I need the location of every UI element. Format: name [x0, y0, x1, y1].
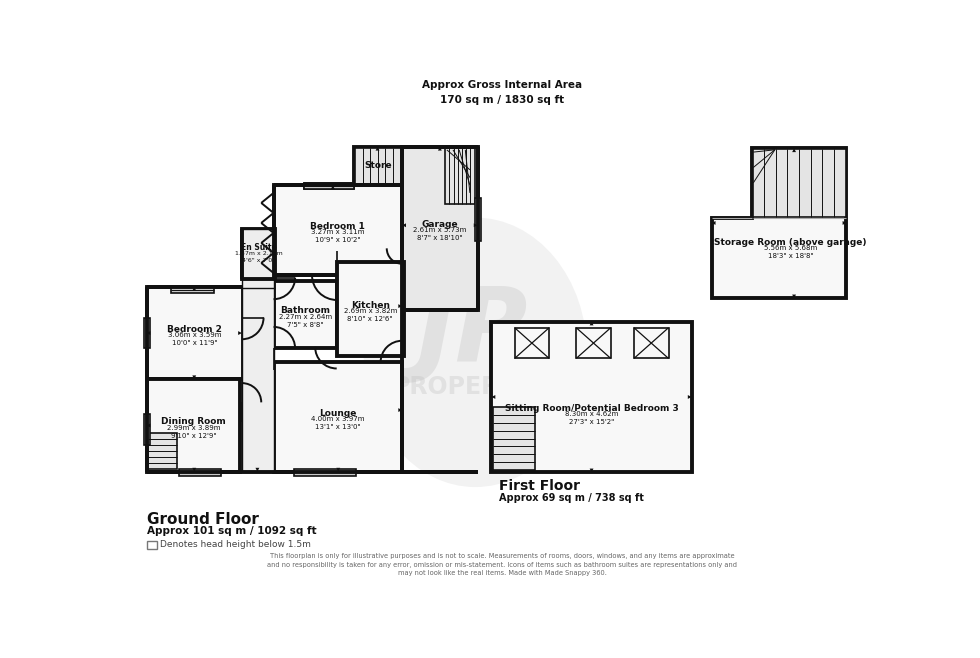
Polygon shape	[473, 223, 477, 227]
Bar	[273, 363, 402, 472]
Text: This floorplan is only for illustrative purposes and is not to scale. Measuremen: This floorplan is only for illustrative …	[268, 553, 737, 576]
Text: Sitting Room/Potential Bedroom 3: Sitting Room/Potential Bedroom 3	[505, 404, 678, 413]
Polygon shape	[192, 287, 196, 291]
Bar	[514, 328, 549, 359]
Polygon shape	[238, 331, 242, 335]
Bar	[354, 147, 402, 185]
Text: En Suite: En Suite	[241, 243, 276, 253]
Polygon shape	[590, 322, 594, 325]
Text: 1.37m x 2.14m
4'6" x 7'0": 1.37m x 2.14m 4'6" x 7'0"	[234, 251, 282, 263]
Bar	[753, 149, 846, 216]
Polygon shape	[792, 148, 796, 152]
Polygon shape	[590, 468, 594, 472]
Text: Dining Room: Dining Room	[161, 417, 225, 426]
Text: Approx 101 sq m / 1092 sq ft: Approx 101 sq m / 1092 sq ft	[146, 526, 317, 536]
Text: Approx Gross Internal Area
170 sq m / 1830 sq ft: Approx Gross Internal Area 170 sq m / 18…	[422, 80, 582, 105]
Polygon shape	[402, 223, 406, 227]
Text: 3.27m x 3.11m
10'9" x 10'2": 3.27m x 3.11m 10'9" x 10'2"	[311, 230, 365, 243]
Text: 2.99m x 3.89m
9'10" x 12'9": 2.99m x 3.89m 9'10" x 12'9"	[167, 424, 220, 439]
Bar	[144, 414, 150, 445]
Polygon shape	[146, 424, 150, 428]
Bar	[337, 263, 404, 356]
Text: PROPERTIES: PROPERTIES	[393, 375, 558, 399]
Bar	[242, 229, 274, 288]
Polygon shape	[192, 376, 196, 379]
Text: 5.56m x 5.68m
18'3" x 18'8": 5.56m x 5.68m 18'3" x 18'8"	[764, 245, 817, 259]
Text: First Floor: First Floor	[499, 479, 580, 494]
Polygon shape	[336, 468, 340, 472]
Text: 2.69m x 3.82m
8'10" x 12'6": 2.69m x 3.82m 8'10" x 12'6"	[344, 309, 397, 322]
Polygon shape	[398, 304, 402, 308]
Text: Store: Store	[365, 161, 392, 170]
Text: Bathroom: Bathroom	[280, 306, 330, 315]
Bar	[144, 318, 150, 349]
Bar	[445, 148, 474, 204]
Text: Kitchen: Kitchen	[351, 301, 390, 310]
Polygon shape	[331, 185, 335, 189]
Bar	[294, 469, 356, 476]
Polygon shape	[492, 395, 495, 399]
Bar	[576, 328, 611, 359]
Text: Approx 69 sq m / 738 sq ft: Approx 69 sq m / 738 sq ft	[499, 493, 644, 503]
Polygon shape	[843, 221, 847, 225]
Polygon shape	[146, 331, 150, 335]
Bar	[242, 287, 274, 472]
Bar	[146, 541, 157, 549]
Bar	[305, 183, 355, 189]
Text: Ground Floor: Ground Floor	[146, 512, 259, 527]
Polygon shape	[711, 148, 847, 299]
Polygon shape	[438, 147, 442, 151]
Text: Denotes head height below 1.5m: Denotes head height below 1.5m	[161, 540, 312, 549]
Bar	[146, 287, 243, 379]
Text: 8.30m x 4.62m
27'3" x 15'2": 8.30m x 4.62m 27'3" x 15'2"	[564, 411, 618, 425]
Bar	[178, 469, 221, 476]
Bar	[242, 229, 275, 279]
Text: Garage: Garage	[421, 220, 459, 229]
Text: 4.00m x 3.97m
13'1" x 13'0": 4.00m x 3.97m 13'1" x 13'0"	[311, 416, 365, 430]
Polygon shape	[398, 408, 402, 412]
Text: Lounge: Lounge	[319, 409, 357, 418]
Ellipse shape	[364, 218, 587, 487]
Polygon shape	[256, 468, 260, 472]
Bar	[273, 281, 337, 349]
Polygon shape	[792, 295, 796, 299]
Bar	[146, 379, 240, 472]
Text: Storage Room (above garage): Storage Room (above garage)	[714, 238, 867, 247]
Text: 2.61m x 5.73m
8'7" x 18'10": 2.61m x 5.73m 8'7" x 18'10"	[414, 228, 466, 241]
Text: 2.27m x 2.64m
7'5" x 8'8": 2.27m x 2.64m 7'5" x 8'8"	[278, 314, 331, 328]
Bar	[492, 322, 692, 472]
Bar	[634, 328, 668, 359]
Text: Bedroom 2: Bedroom 2	[168, 324, 222, 334]
Bar	[475, 198, 481, 241]
Bar	[402, 147, 477, 310]
Bar	[493, 407, 535, 470]
Text: Bedroom 1: Bedroom 1	[311, 222, 366, 231]
Bar	[305, 183, 355, 189]
Polygon shape	[688, 395, 692, 399]
Bar	[273, 185, 402, 275]
Bar	[355, 148, 401, 184]
Polygon shape	[192, 468, 196, 472]
Text: 3.06m x 3.59m
10'0" x 11'9": 3.06m x 3.59m 10'0" x 11'9"	[168, 332, 221, 346]
Polygon shape	[375, 147, 379, 151]
Bar	[148, 433, 177, 468]
Text: JR: JR	[416, 282, 535, 384]
Bar	[172, 287, 214, 293]
Polygon shape	[711, 221, 715, 225]
